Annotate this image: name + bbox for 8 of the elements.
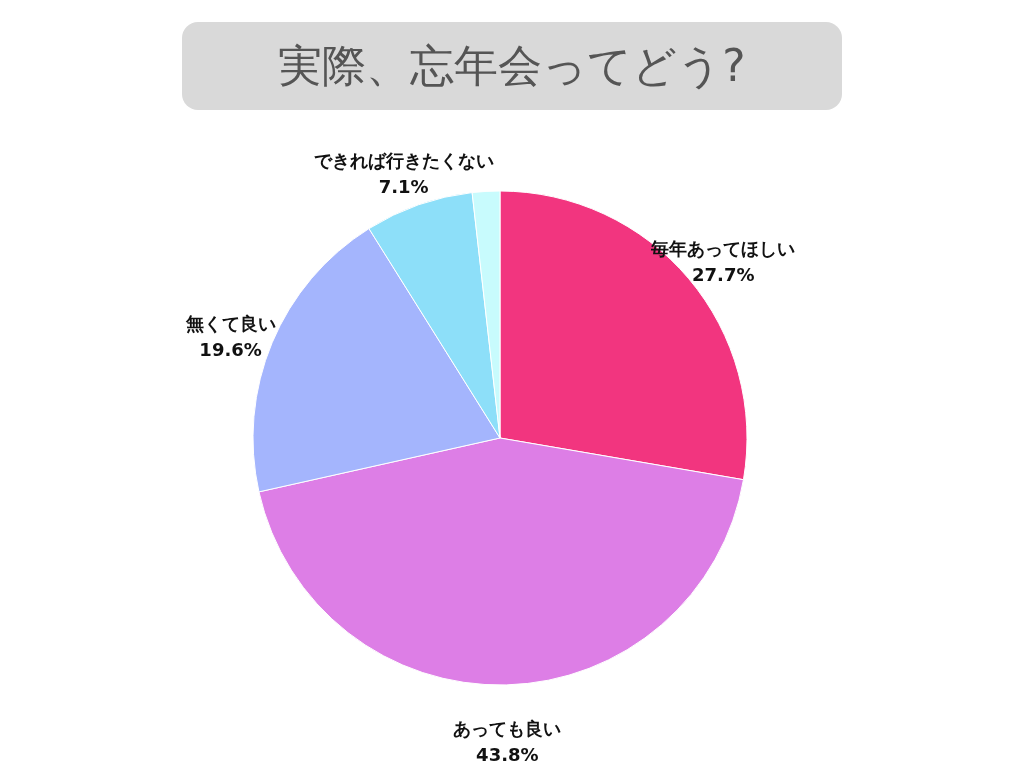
slice-label: できれば行きたくない xyxy=(313,150,494,172)
data-label: 43.8% xyxy=(476,743,539,765)
data-label: 27.7% xyxy=(692,263,755,285)
slice-label: 無くて良い xyxy=(184,313,276,335)
slice-label: あっても良い xyxy=(453,717,562,739)
data-label: 19.6% xyxy=(199,339,262,361)
chart-title: 実際、忘年会ってどう? xyxy=(182,22,842,110)
data-label: 7.1% xyxy=(378,176,429,198)
